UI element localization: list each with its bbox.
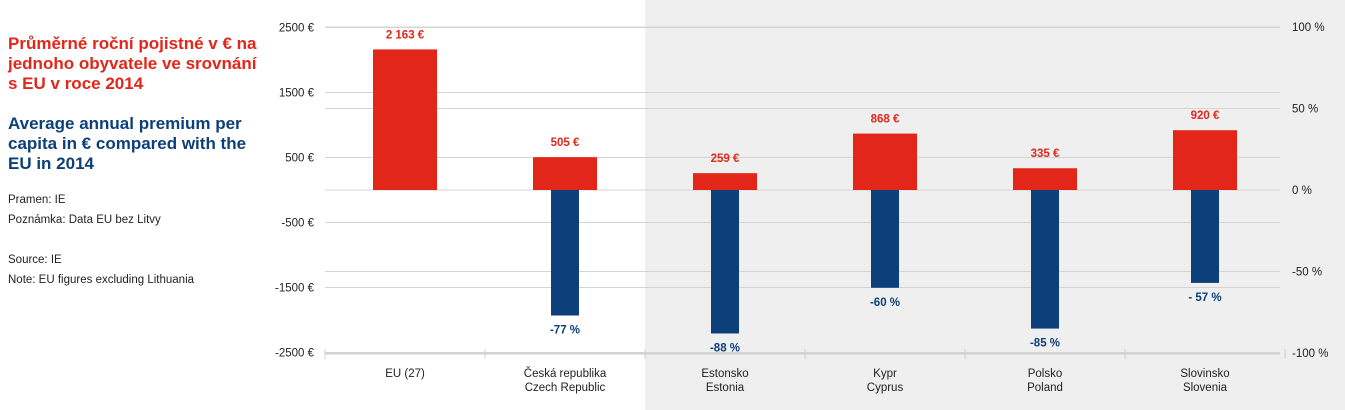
category-label: Slovinsko xyxy=(1180,368,1229,380)
premium-bar xyxy=(373,49,437,190)
percent-bar xyxy=(551,190,579,316)
right-tick-label: 100 % xyxy=(1292,22,1325,34)
premium-label: 920 € xyxy=(1191,110,1220,122)
note-czech: Poznámka: Data EU bez Litvy xyxy=(8,214,161,226)
left-tick-label: -500 € xyxy=(281,218,314,230)
left-tick-label: -2500 € xyxy=(275,348,315,360)
category-label: Polsko xyxy=(1028,368,1063,380)
source-czech: Pramen: IE xyxy=(8,194,66,206)
category-label: Czech Republic xyxy=(525,382,606,394)
right-tick-label: -100 % xyxy=(1292,348,1328,360)
premium-label: 259 € xyxy=(711,153,740,165)
category-label: EU (27) xyxy=(385,368,425,380)
text-panel: Průměrné roční pojistné v € na jednoho o… xyxy=(8,34,258,290)
premium-label: 505 € xyxy=(551,137,580,149)
left-tick-label: -1500 € xyxy=(275,283,315,295)
chart-title-english: Average annual premium per capita in € c… xyxy=(8,114,247,173)
premium-bar xyxy=(1173,130,1237,190)
chart-title-czech: Průměrné roční pojistné v € na jednoho o… xyxy=(8,34,257,93)
category-label: Česká republika xyxy=(524,367,607,380)
left-tick-label: 500 € xyxy=(285,153,314,165)
right-tick-label: 0 % xyxy=(1292,185,1312,197)
premium-label: 335 € xyxy=(1031,148,1060,160)
category-label: Kypr xyxy=(873,368,897,380)
premium-bar xyxy=(1013,168,1077,190)
note-english: Note: EU figures excluding Lithuania xyxy=(8,274,195,286)
left-tick-label: 1500 € xyxy=(279,88,315,100)
notes-english: Source: IE Note: EU figures excluding Li… xyxy=(8,250,258,290)
right-tick-label: -50 % xyxy=(1292,267,1322,279)
percent-bar xyxy=(711,190,739,334)
left-tick-label: 2500 € xyxy=(279,23,315,35)
shaded-region xyxy=(645,0,1345,410)
notes-czech: Pramen: IE Poznámka: Data EU bez Litvy xyxy=(8,190,258,230)
percent-bar xyxy=(1031,190,1059,329)
percent-label: -88 % xyxy=(710,342,740,354)
premium-label: 2 163 € xyxy=(386,29,425,41)
percent-bar xyxy=(871,190,899,288)
category-label: Cyprus xyxy=(867,382,904,394)
category-label: Poland xyxy=(1027,382,1063,394)
percent-label: -60 % xyxy=(870,297,900,309)
percent-label: -77 % xyxy=(550,325,580,337)
category-label: Estonsko xyxy=(701,368,748,380)
percent-bar xyxy=(1191,190,1219,283)
percent-label: -85 % xyxy=(1030,338,1060,350)
right-tick-label: 50 % xyxy=(1292,104,1318,116)
premium-bar xyxy=(693,173,757,190)
source-english: Source: IE xyxy=(8,254,62,266)
premium-bar xyxy=(533,157,597,190)
percent-label: - 57 % xyxy=(1188,292,1221,304)
category-label: Estonia xyxy=(706,382,745,394)
premium-label: 868 € xyxy=(871,114,900,126)
category-label: Slovenia xyxy=(1183,382,1228,394)
premium-bar xyxy=(853,133,917,190)
